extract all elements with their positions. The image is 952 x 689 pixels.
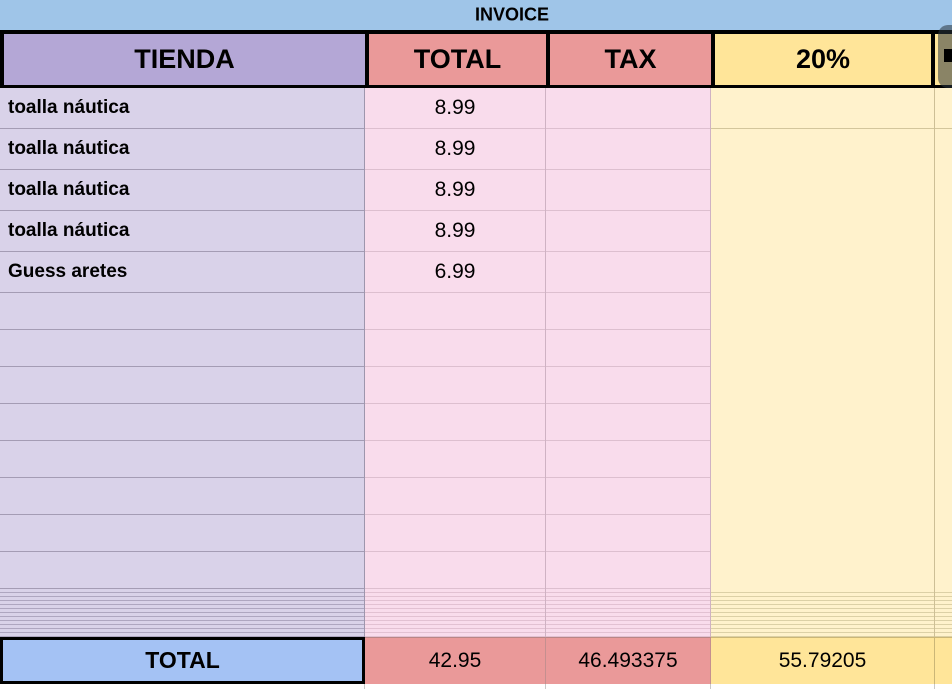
floating-pill-overlay[interactable] [938,25,952,88]
header-cell-total[interactable]: TOTAL [365,34,546,85]
column-20pct [711,88,935,637]
total-cell[interactable]: 8.99 [365,170,545,211]
tax-cell[interactable] [546,252,710,293]
header-cell-20pct[interactable]: 20% [711,34,935,85]
tax-cell-empty[interactable] [546,367,710,404]
column-total: 8.99 8.99 8.99 8.99 6.99 [365,88,546,637]
tienda-cell-empty[interactable] [0,293,364,330]
totals-label-cell[interactable]: TOTAL [0,637,365,684]
tax-cell[interactable] [546,129,710,170]
invoice-title: INVOICE [474,4,550,25]
total-cell-empty[interactable] [365,404,545,441]
tax-cell-empty[interactable] [546,515,710,552]
collapsed-rows-tax[interactable] [546,589,710,637]
next-row-cell [711,684,935,689]
tax-cell[interactable] [546,170,710,211]
totals-20pct-cell[interactable]: 55.79205 [711,637,935,684]
total-cell[interactable]: 6.99 [365,252,545,293]
tienda-cell-empty[interactable] [0,330,364,367]
tax-cell-empty[interactable] [546,441,710,478]
total-cell[interactable]: 8.99 [365,211,545,252]
tax-cell-empty[interactable] [546,552,710,589]
tienda-cell[interactable]: Guess aretes [0,252,364,293]
tienda-cell[interactable]: toalla náutica [0,170,364,211]
invoice-title-bar[interactable]: INVOICE [0,0,952,30]
tienda-cell-empty[interactable] [0,515,364,552]
next-row-cell [546,684,711,689]
total-cell-empty[interactable] [365,478,545,515]
totals-total-cell[interactable]: 42.95 [365,637,546,684]
next-row-partial [0,684,952,689]
tienda-cell-empty[interactable] [0,552,364,589]
next-col-cell[interactable] [935,88,952,129]
tax-cell-empty[interactable] [546,478,710,515]
total-cell-empty[interactable] [365,441,545,478]
collapsed-rows-next[interactable] [935,589,952,637]
totals-row: TOTAL 42.95 46.493375 55.79205 [0,637,952,684]
tienda-cell[interactable]: toalla náutica [0,129,364,170]
next-row-cell [935,684,952,689]
table-header-row: TIENDA TOTAL TAX 20% [0,30,952,88]
column-tienda: toalla náutica toalla náutica toalla náu… [0,88,365,637]
collapsed-rows-20pct[interactable] [711,589,934,637]
collapsed-rows-tienda[interactable] [0,589,364,637]
total-cell-empty[interactable] [365,293,545,330]
total-cell[interactable]: 8.99 [365,129,545,170]
next-row-cell [0,684,365,689]
total-cell-empty[interactable] [365,515,545,552]
tienda-cell-empty[interactable] [0,441,364,478]
clipped-text-mark [944,49,952,62]
collapsed-rows-total[interactable] [365,589,545,637]
tienda-cell-empty[interactable] [0,404,364,441]
tienda-cell-empty[interactable] [0,367,364,404]
tax-cell-empty[interactable] [546,293,710,330]
tienda-cell[interactable]: toalla náutica [0,88,364,129]
header-cell-tienda[interactable]: TIENDA [0,34,365,85]
tax-cell[interactable] [546,211,710,252]
tax-cell[interactable] [546,88,710,129]
column-next-clipped [935,88,952,637]
tax-cell-empty[interactable] [546,330,710,367]
total-cell-empty[interactable] [365,330,545,367]
header-cell-tax[interactable]: TAX [546,34,711,85]
table-body: toalla náutica toalla náutica toalla náu… [0,88,952,637]
tax-cell-empty[interactable] [546,404,710,441]
next-col-empty-region[interactable] [935,129,952,589]
totals-tax-cell[interactable]: 46.493375 [546,637,711,684]
column-tax [546,88,711,637]
tienda-cell[interactable]: toalla náutica [0,211,364,252]
tienda-cell-empty[interactable] [0,478,364,515]
next-row-cell [365,684,546,689]
total-cell-empty[interactable] [365,367,545,404]
pct-cell[interactable] [711,88,934,129]
totals-next-cell[interactable] [935,637,952,684]
total-cell[interactable]: 8.99 [365,88,545,129]
total-cell-empty[interactable] [365,552,545,589]
pct-merged-empty-region[interactable] [711,129,934,589]
